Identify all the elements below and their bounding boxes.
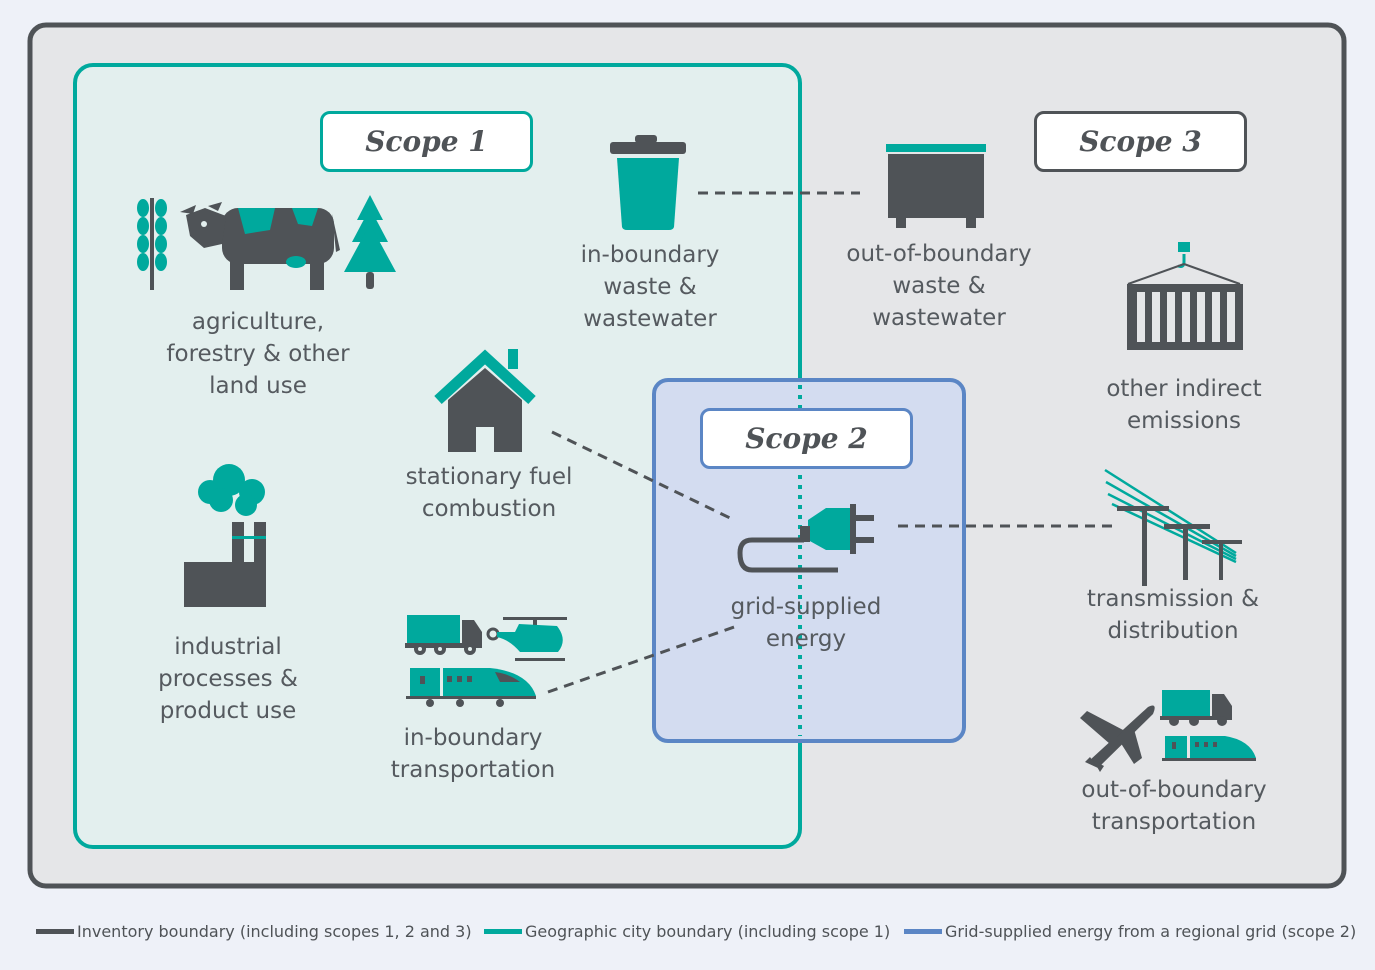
- legend-text-inventory: Inventory boundary (including scopes 1, …: [77, 921, 472, 941]
- legend-swatch-city: [484, 928, 522, 934]
- grid-boundary: [652, 378, 966, 743]
- train-icon: [1162, 736, 1256, 761]
- legend-swatch-grid: [904, 928, 942, 934]
- factory-icon: [184, 464, 266, 607]
- dumpster-icon: [886, 144, 986, 228]
- trash-can-icon: [610, 135, 686, 230]
- out-of-boundary-waste-label: out-of-boundary waste & wastewater: [846, 241, 1032, 331]
- legend-swatch-inventory: [36, 928, 74, 934]
- legend-inventory: Inventory boundary (including scopes 1, …: [36, 918, 472, 944]
- scope2-badge: Scope 2: [700, 408, 913, 469]
- tree-icon: [344, 195, 396, 289]
- helicopter-icon: [486, 617, 567, 661]
- plug-icon: [737, 504, 874, 573]
- container-icon: [1127, 242, 1243, 350]
- wheat-icon: [137, 198, 167, 290]
- airplane-icon: [1080, 705, 1155, 772]
- scope1-badge: Scope 1: [320, 111, 533, 172]
- grid-energy-label: grid-supplied energy: [730, 594, 882, 652]
- transmission-label: transmission & distribution: [1086, 586, 1260, 644]
- cow-icon: [180, 202, 340, 290]
- industrial-label: industrial processes & product use: [158, 634, 298, 724]
- scope3-badge: Scope 3: [1034, 111, 1247, 172]
- train-icon: [406, 668, 536, 707]
- legend-text-grid: Grid-supplied energy from a regional gri…: [945, 921, 1357, 941]
- legend-city: Geographic city boundary (including scop…: [484, 918, 890, 944]
- in-boundary-waste-label: in-boundary waste & wastewater: [580, 242, 720, 332]
- power-line-icon: [1104, 468, 1242, 586]
- stationary-fuel-label: stationary fuel combustion: [405, 464, 573, 522]
- house-icon: [434, 349, 536, 452]
- in-boundary-transport-label: in-boundary transportation: [390, 725, 556, 783]
- legend-grid: Grid-supplied energy from a regional gri…: [904, 918, 1356, 944]
- legend-text-city: Geographic city boundary (including scop…: [525, 921, 891, 941]
- truck-icon: [405, 615, 482, 655]
- truck-icon: [1160, 690, 1232, 726]
- other-indirect-label: other indirect emissions: [1106, 376, 1262, 434]
- agriculture-label: agriculture, forestry & other land use: [166, 309, 350, 399]
- out-of-boundary-transport-label: out-of-boundary transportation: [1081, 777, 1267, 835]
